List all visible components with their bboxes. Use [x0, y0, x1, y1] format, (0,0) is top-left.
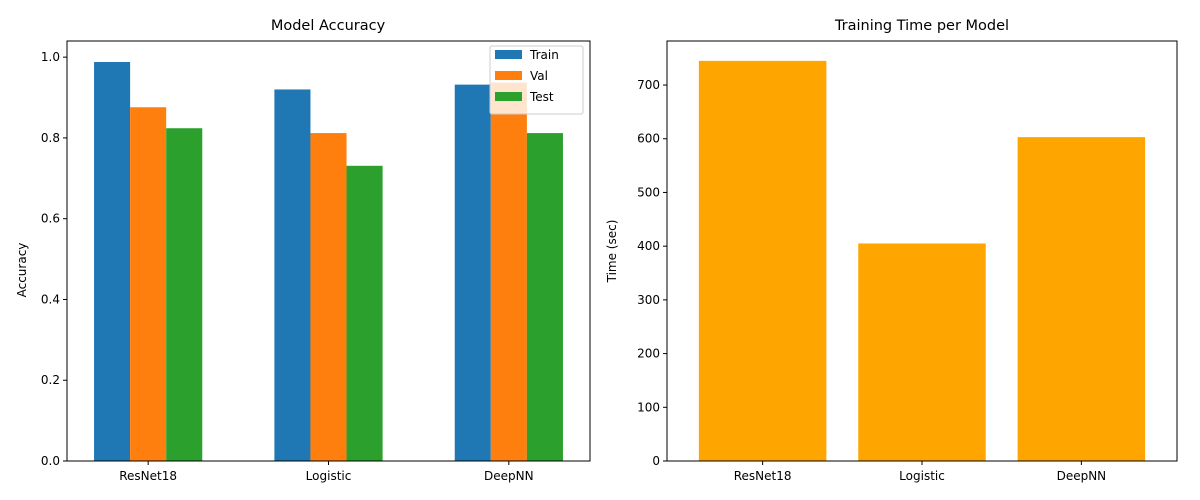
bar-val-logistic — [310, 133, 347, 462]
bar-test-resnet18 — [166, 128, 203, 461]
legend-label-val: Val — [530, 69, 548, 83]
bar-val-deepnn — [490, 82, 527, 461]
accuracy-x-ticks: ResNet18 Logistic DeepNN — [119, 461, 534, 483]
y-tick-label: 0.2 — [41, 373, 60, 387]
legend-swatch-train — [495, 50, 522, 59]
legend-swatch-val — [495, 71, 522, 80]
bar-train-resnet18 — [94, 62, 131, 461]
bar-test-deepnn — [526, 133, 563, 462]
y-tick-label: 0.8 — [41, 131, 60, 145]
x-tick-label-deepnn: DeepNN — [484, 469, 534, 483]
accuracy-chart: Model Accuracy Accuracy 0.0 0.2 0.4 0.6 0.8 1… — [15, 18, 591, 483]
y-tick-label: 500 — [637, 185, 660, 199]
y-tick-label: 0 — [652, 454, 660, 468]
x-tick-label-logistic: Logistic — [306, 469, 352, 483]
accuracy-chart-title: Model Accuracy — [271, 18, 386, 34]
x-tick-label-logistic: Logistic — [899, 469, 945, 483]
y-tick-label: 200 — [637, 347, 660, 361]
bar-time-resnet18 — [698, 60, 827, 461]
accuracy-y-axis-label: Accuracy — [15, 243, 29, 298]
legend-label-test: Test — [529, 90, 554, 104]
training-time-plot-frame — [666, 40, 1178, 462]
y-tick-label: 300 — [637, 293, 660, 307]
y-tick-label: 700 — [637, 78, 660, 92]
bar-train-deepnn — [454, 84, 491, 461]
y-tick-label: 1.0 — [41, 50, 60, 64]
x-tick-label-resnet18: ResNet18 — [119, 469, 177, 483]
training-time-chart-title: Training Time per Model — [834, 18, 1009, 34]
y-tick-label: 600 — [637, 132, 660, 146]
training-time-bars — [698, 60, 1146, 461]
training-time-x-ticks: ResNet18 Logistic DeepNN — [734, 461, 1106, 483]
bar-time-deepnn — [1017, 137, 1146, 461]
training-time-y-axis-label: Time (sec) — [605, 220, 619, 284]
bar-train-logistic — [274, 89, 311, 461]
accuracy-plot-frame — [66, 40, 591, 462]
y-tick-label: 0.0 — [41, 454, 60, 468]
legend-swatch-test — [495, 92, 522, 101]
bar-val-resnet18 — [130, 107, 167, 461]
accuracy-y-ticks: 0.0 0.2 0.4 0.6 0.8 1.0 — [41, 50, 67, 468]
training-time-chart: Training Time per Model Time (sec) 0 100 2… — [605, 18, 1178, 483]
legend-label-train: Train — [529, 48, 559, 62]
bar-time-logistic — [858, 243, 986, 461]
x-tick-label-deepnn: DeepNN — [1057, 469, 1107, 483]
y-tick-label: 0.4 — [41, 292, 60, 306]
y-tick-label: 100 — [637, 400, 660, 414]
y-tick-label: 400 — [637, 239, 660, 253]
training-time-y-ticks: 0 100 200 300 400 500 600 700 — [637, 78, 667, 468]
accuracy-legend: Train Val Test — [489, 45, 584, 115]
accuracy-bars — [94, 62, 563, 462]
y-tick-label: 0.6 — [41, 212, 60, 226]
x-tick-label-resnet18: ResNet18 — [734, 469, 792, 483]
bar-test-logistic — [346, 165, 383, 462]
